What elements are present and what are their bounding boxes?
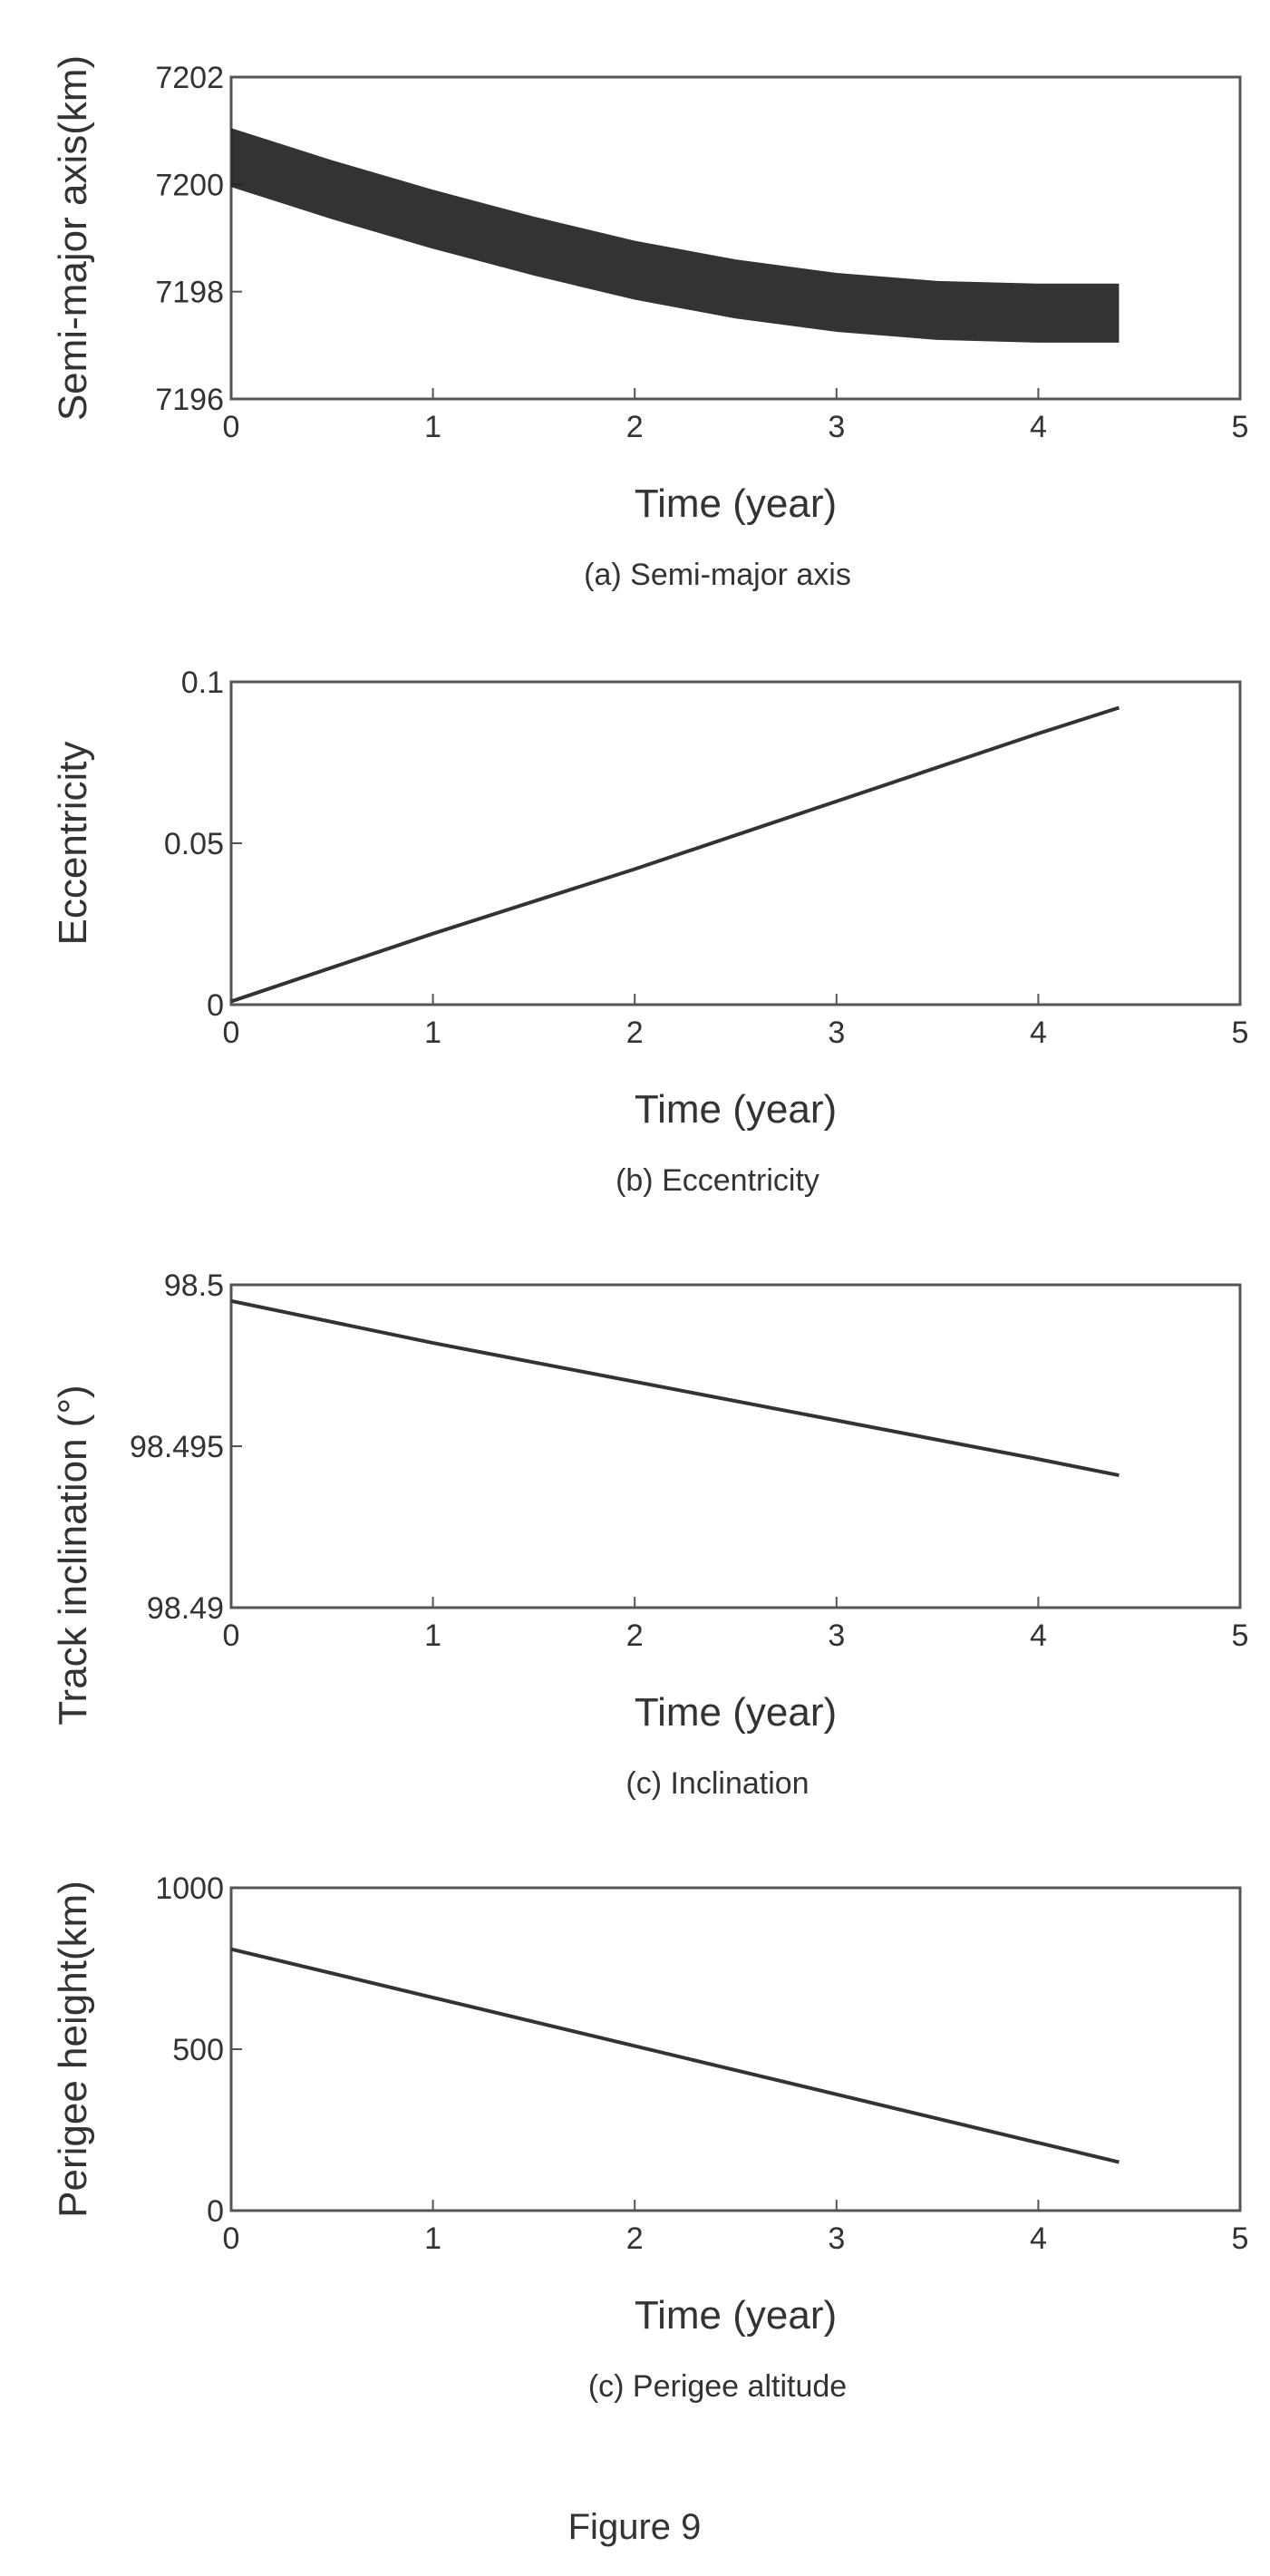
x-tick-label: 1 — [424, 410, 441, 444]
series-band — [231, 128, 1120, 343]
x-axis-label: Time (year) — [635, 1690, 837, 1735]
y-axis-label: Track inclination (°) — [51, 1385, 95, 1725]
chart-4: 0 1 2 3 4 5 0 500 1000 Time (year) Perigee height(… — [51, 1871, 1248, 2404]
x-axis-label: Time (year) — [635, 481, 837, 526]
y-tick-label: 98.49 — [147, 1591, 224, 1626]
x-tick-label: 5 — [1232, 1016, 1249, 1050]
x-tick-label: 3 — [828, 1016, 845, 1050]
y-tick-label: 7202 — [155, 61, 224, 95]
x-tick-label: 2 — [626, 1016, 644, 1050]
x-tick-label: 5 — [1232, 1619, 1249, 1653]
x-tick-label: 4 — [1030, 2221, 1047, 2256]
x-tick-label: 0 — [223, 2221, 240, 2256]
y-tick-label: 0 — [207, 2194, 224, 2229]
y-tick-label: 1000 — [155, 1871, 224, 1906]
x-tick-label: 0 — [223, 1619, 240, 1653]
chart-3: 0 1 2 3 4 5 98.49 98.495 98.5 Time (year) Track in… — [51, 1269, 1248, 1801]
y-axis-label: Eccentricity — [51, 742, 95, 946]
x-tick-label: 2 — [626, 410, 644, 444]
series-line — [230, 1947, 1120, 2164]
plot-frame — [229, 680, 1242, 1006]
series-line — [230, 1298, 1120, 1478]
chart-1: 0 1 2 3 4 5 7196 7198 7200 7202 Time (year) Semi-ma… — [51, 55, 1248, 592]
x-tick-label: 5 — [1232, 410, 1249, 444]
x-tick-label: 1 — [424, 1016, 441, 1050]
plot-frame — [229, 1886, 1242, 2212]
y-tick-label: 7200 — [155, 168, 224, 202]
y-tick-label: 0 — [207, 988, 224, 1023]
chart-caption: (a) Semi-major axis — [584, 558, 851, 592]
series-line — [230, 705, 1120, 1004]
chart-caption: (c) Inclination — [625, 1766, 809, 1801]
x-tick-label: 3 — [828, 2221, 845, 2256]
y-tick-label: 7196 — [155, 383, 224, 417]
x-tick-label: 4 — [1030, 410, 1047, 444]
y-tick-label: 98.5 — [164, 1269, 224, 1303]
y-tick-label: 98.495 — [130, 1430, 224, 1464]
x-tick-label: 0 — [223, 1016, 240, 1050]
x-axis-label: Time (year) — [635, 1087, 837, 1132]
chart-2: 0 1 2 3 4 5 0 0.05 0.1 Time (year) Eccentricity (b)… — [51, 666, 1248, 1198]
figure-title: Figure 9 — [568, 2507, 702, 2547]
x-tick-label: 3 — [828, 1619, 845, 1653]
x-axis-label: Time (year) — [635, 2293, 837, 2338]
x-tick-label: 5 — [1232, 2221, 1249, 2256]
x-tick-label: 2 — [626, 2221, 644, 2256]
x-tick-label: 1 — [424, 1619, 441, 1653]
chart-caption: (b) Eccentricity — [616, 1163, 819, 1198]
y-tick-label: 500 — [172, 2033, 224, 2067]
x-tick-label: 4 — [1030, 1016, 1047, 1050]
x-tick-label: 0 — [223, 410, 240, 444]
y-axis-label: Semi-major axis(km) — [51, 55, 95, 421]
x-tick-label: 3 — [828, 410, 845, 444]
x-tick-label: 4 — [1030, 1619, 1047, 1653]
y-tick-label: 7198 — [155, 276, 224, 310]
plot-frame — [229, 75, 1242, 401]
y-tick-label: 0.1 — [181, 666, 224, 700]
y-axis-label: Perigee height(km) — [51, 1881, 95, 2218]
x-tick-label: 2 — [626, 1619, 644, 1653]
y-tick-label: 0.05 — [164, 827, 224, 861]
x-tick-label: 1 — [424, 2221, 441, 2256]
chart-caption: (c) Perigee altitude — [588, 2369, 847, 2404]
